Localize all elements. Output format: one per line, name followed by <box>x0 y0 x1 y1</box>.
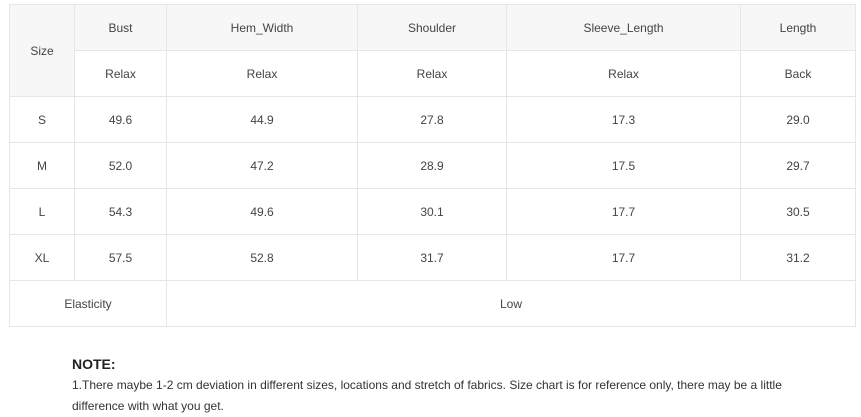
table-cell: 17.7 <box>506 188 741 235</box>
note-title: NOTE: <box>72 356 116 372</box>
column-header-length: Length <box>740 4 856 51</box>
table-cell: 49.6 <box>166 188 358 235</box>
table-cell: 29.7 <box>740 142 856 189</box>
table-cell: 30.1 <box>357 188 507 235</box>
table-cell: 28.9 <box>357 142 507 189</box>
table-cell: 44.9 <box>166 96 358 143</box>
table-cell: 30.5 <box>740 188 856 235</box>
note-section: NOTE: 1.There maybe 1-2 cm deviation in … <box>72 354 792 417</box>
table-cell: 54.3 <box>74 188 167 235</box>
column-header-shoulder: Shoulder <box>357 4 507 51</box>
table-row: M 52.0 47.2 28.9 17.5 29.7 <box>9 142 856 189</box>
elasticity-label: Elasticity <box>9 280 167 327</box>
table-cell: 47.2 <box>166 142 358 189</box>
column-subheader-hem-width: Relax <box>166 50 358 97</box>
column-subheader-shoulder: Relax <box>357 50 507 97</box>
table-cell: 52.0 <box>74 142 167 189</box>
size-chart-table: Size Bust Hem_Width Shoulder Sleeve_Leng… <box>9 4 856 327</box>
table-cell: 49.6 <box>74 96 167 143</box>
size-label: L <box>9 188 75 235</box>
size-label: M <box>9 142 75 189</box>
column-subheader-length: Back <box>740 50 856 97</box>
note-text: 1.There maybe 1-2 cm deviation in differ… <box>72 378 782 413</box>
table-cell: 57.5 <box>74 234 167 281</box>
column-header-hem-width: Hem_Width <box>166 4 358 51</box>
header-row: Size Bust Hem_Width Shoulder Sleeve_Leng… <box>9 4 856 97</box>
size-label: XL <box>9 234 75 281</box>
size-label: S <box>9 96 75 143</box>
size-header: Size <box>9 4 75 97</box>
table-cell: 27.8 <box>357 96 507 143</box>
table-cell: 29.0 <box>740 96 856 143</box>
column-header-sleeve-length: Sleeve_Length <box>506 4 741 51</box>
elasticity-value: Low <box>166 280 856 327</box>
table-cell: 31.7 <box>357 234 507 281</box>
table-cell: 17.5 <box>506 142 741 189</box>
column-subheader-sleeve-length: Relax <box>506 50 741 97</box>
table-cell: 52.8 <box>166 234 358 281</box>
column-header-bust: Bust <box>74 4 167 51</box>
table-cell: 31.2 <box>740 234 856 281</box>
elasticity-row: Elasticity Low <box>9 280 856 327</box>
table-row: S 49.6 44.9 27.8 17.3 29.0 <box>9 96 856 143</box>
column-subheader-bust: Relax <box>74 50 167 97</box>
table-row: XL 57.5 52.8 31.7 17.7 31.2 <box>9 234 856 281</box>
table-row: L 54.3 49.6 30.1 17.7 30.5 <box>9 188 856 235</box>
table-cell: 17.3 <box>506 96 741 143</box>
subheader-row: Relax Relax Relax Relax Back <box>10 50 856 97</box>
table-cell: 17.7 <box>506 234 741 281</box>
